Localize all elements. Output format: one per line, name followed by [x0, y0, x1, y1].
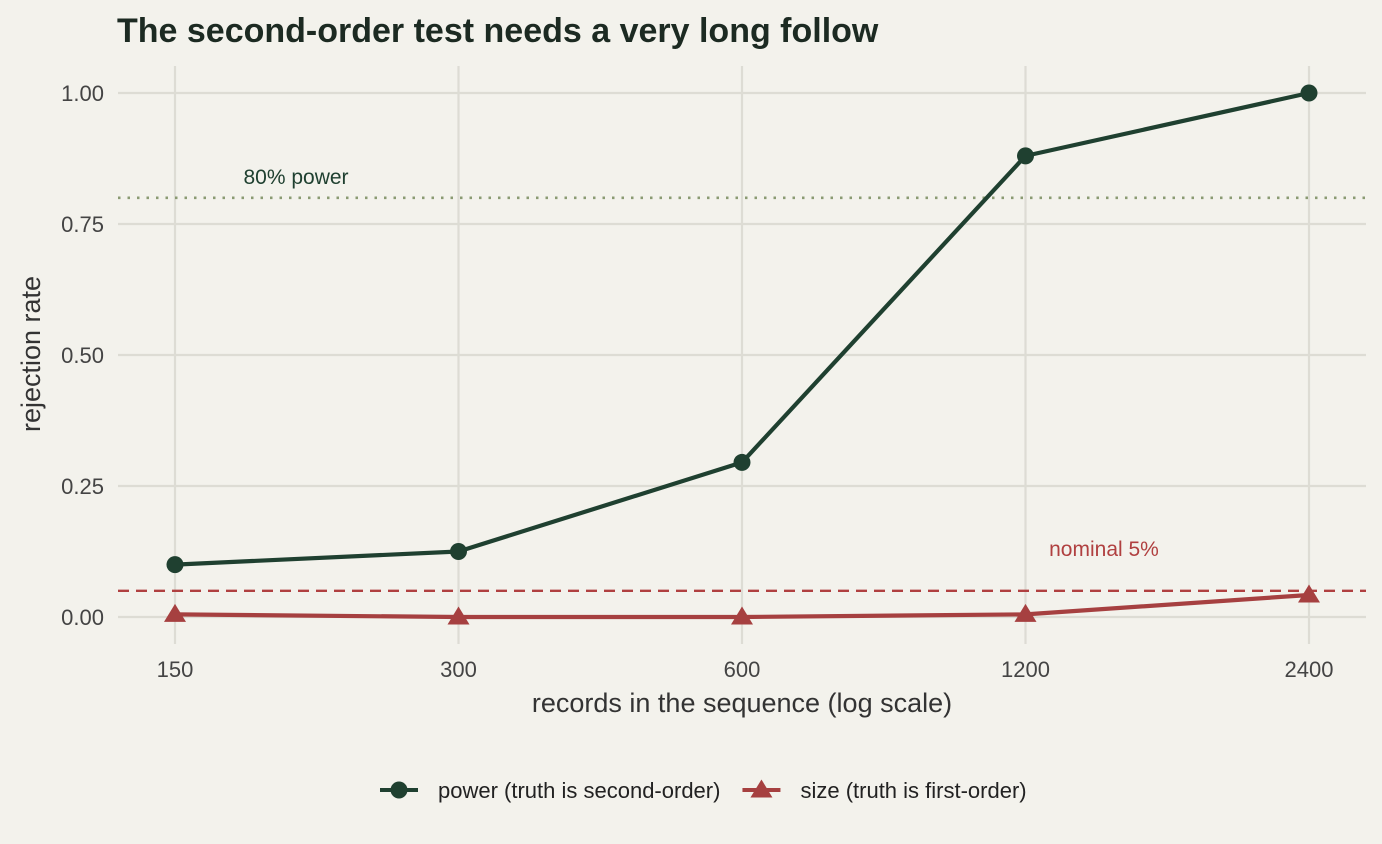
tick-labels: 150 300 600 1200 2400 0.00 0.25 0.50 0.75 1.00	[61, 81, 1333, 682]
legend-label: size (truth is first-order)	[800, 778, 1026, 803]
y-tick-label: 0.00	[61, 605, 104, 630]
data-point	[164, 603, 186, 622]
y-tick-label: 0.25	[61, 474, 104, 499]
x-tick-label: 2400	[1285, 657, 1334, 682]
series-layer	[164, 84, 1320, 625]
chart-title: The second-order test needs a very long …	[117, 12, 879, 50]
reference-line-label: 80% power	[243, 166, 348, 189]
legend-key-marker	[750, 779, 773, 798]
reference-line-label: nominal 5%	[1049, 538, 1159, 561]
data-point	[1300, 84, 1318, 102]
data-point	[733, 453, 751, 471]
data-point	[1014, 603, 1037, 622]
y-tick-label: 1.00	[61, 81, 104, 106]
x-tick-label: 1200	[1001, 657, 1050, 682]
x-tick-label: 150	[157, 657, 194, 682]
y-tick-label: 0.50	[61, 343, 104, 368]
data-point	[450, 543, 467, 560]
data-point	[1017, 147, 1034, 165]
data-point	[731, 606, 753, 625]
x-axis-title: records in the sequence (log scale)	[532, 688, 952, 718]
y-axis-title: rejection rate	[16, 276, 46, 432]
y-tick-label: 0.75	[61, 212, 104, 237]
legend: power (truth is second-order) size (truth…	[380, 778, 1027, 803]
reference-lines: 80% power nominal 5%	[118, 166, 1366, 592]
data-point	[166, 556, 184, 574]
data-point	[1298, 584, 1320, 603]
legend-key-marker	[390, 781, 408, 799]
x-tick-label: 600	[724, 657, 761, 682]
x-tick-label: 300	[440, 657, 477, 682]
legend-label: power (truth is second-order)	[438, 778, 720, 803]
data-point	[447, 606, 470, 625]
